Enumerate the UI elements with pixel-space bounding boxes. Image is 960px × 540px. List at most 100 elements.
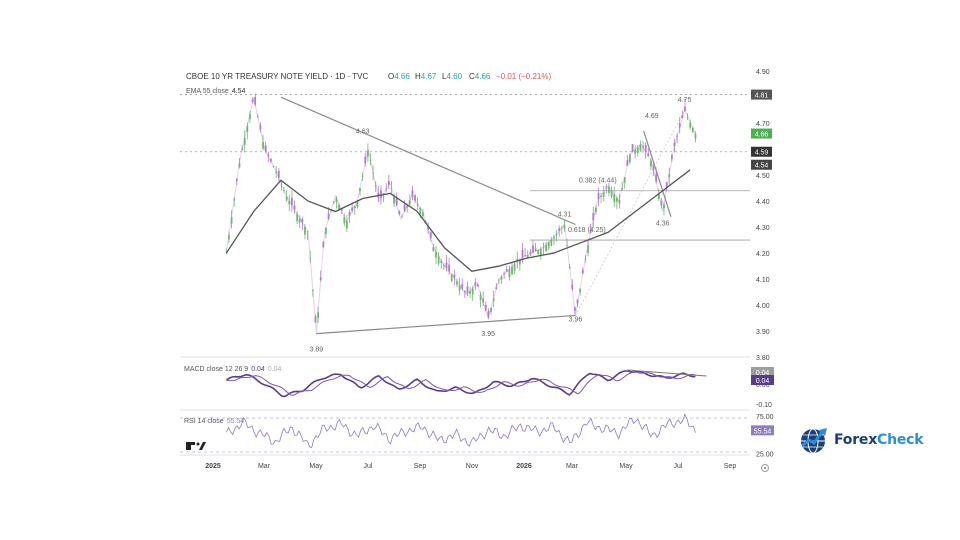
candle-body	[259, 125, 262, 130]
candle-body	[432, 247, 435, 252]
candle-body	[304, 226, 306, 235]
candle-body	[270, 158, 272, 162]
candle-body	[327, 213, 330, 219]
candle-body	[262, 142, 264, 149]
candle-body	[652, 165, 655, 170]
candle-body	[665, 182, 668, 190]
candle-body	[322, 242, 325, 248]
candle-body	[275, 171, 278, 173]
price-tick-label: 4.90	[756, 69, 770, 76]
candle-body	[560, 227, 563, 229]
candle-body	[267, 154, 270, 157]
candle-body	[511, 266, 513, 275]
candle-body	[644, 144, 647, 152]
price-tick-label: 4.40	[756, 199, 770, 206]
ema-legend-label: EMA 55 close 4.54	[186, 88, 246, 95]
candle-body	[403, 204, 406, 212]
trendline[interactable]	[316, 314, 576, 335]
price-annotation: 4.63	[356, 128, 370, 135]
price-annotations: 4.63 3.89 3.95 3.96 4.31 4.69 4.75 4.36 0.382 (4…	[310, 97, 692, 353]
candle-body	[364, 156, 367, 164]
candle-body	[398, 211, 401, 215]
ohlc-item: C4.66	[469, 72, 491, 81]
candle-body	[686, 116, 689, 118]
indicator-tag	[751, 425, 774, 436]
price-annotation: 3.96	[569, 316, 583, 323]
candle-body	[521, 249, 524, 258]
candle-body	[233, 199, 236, 201]
trendline[interactable]	[280, 96, 576, 226]
time-tick-label: Jul	[674, 463, 683, 470]
time-tick-label: May	[309, 463, 323, 470]
candle-body	[435, 251, 437, 258]
candle-body	[490, 307, 492, 312]
candle-body	[225, 253, 228, 254]
candle-body	[445, 262, 448, 269]
macd-line	[225, 370, 696, 398]
candle-body	[453, 274, 456, 278]
candle-body	[298, 218, 301, 223]
price-line	[225, 97, 696, 334]
candle-body	[524, 255, 527, 257]
candle-body	[576, 299, 579, 304]
candle-body	[249, 114, 251, 119]
candle-body	[639, 144, 642, 151]
candle-body	[335, 198, 338, 203]
candle-body	[545, 244, 547, 252]
symbol-title: CBOE 10 YR TREASURY NOTE YIELD · 1D · TV…	[186, 72, 369, 81]
forexcheck-logo: ForexCheck	[798, 424, 924, 456]
candle-body	[442, 264, 445, 266]
candle-body	[668, 174, 671, 178]
candle-body	[471, 288, 474, 295]
candle-body	[285, 196, 288, 201]
candle-body	[670, 155, 673, 160]
candle-body	[387, 180, 390, 185]
candle-body	[429, 232, 432, 239]
indicator-tag-label: 55.54	[754, 428, 772, 435]
candle-body	[422, 212, 424, 216]
macd-trendline[interactable]	[627, 369, 707, 377]
candle-body	[280, 184, 283, 185]
macd-panel	[225, 369, 707, 398]
candle-body	[650, 160, 652, 167]
price-annotation: 4.31	[558, 211, 572, 218]
candle-body	[681, 115, 684, 119]
price-tag-label: 4.59	[755, 150, 769, 157]
candle-body	[563, 224, 566, 229]
ohlc-item: L4.60	[442, 72, 463, 81]
indicator-tag	[751, 375, 774, 385]
candle-body	[618, 199, 621, 204]
trendlines[interactable]	[280, 96, 685, 335]
candle-body	[427, 225, 430, 230]
candle-body	[374, 185, 377, 187]
candle-body	[466, 286, 469, 294]
candle-body	[290, 197, 293, 206]
trendline[interactable]	[643, 130, 672, 217]
candle-body	[629, 154, 631, 163]
time-axis: 2025 Mar May Jul Sep Nov 2026 Mar May Jul Sep	[205, 463, 736, 470]
candle-body	[408, 200, 411, 205]
price-annotation: 4.69	[645, 113, 659, 120]
macd-tick-label: -0.10	[756, 402, 772, 409]
candle-body	[359, 188, 361, 192]
price-annotation: 3.95	[481, 331, 495, 338]
candle-body	[608, 186, 610, 194]
candle-body	[610, 190, 613, 197]
candle-body	[602, 191, 605, 198]
settings-gear-icon[interactable]	[761, 464, 769, 472]
candle-body	[684, 106, 686, 112]
candle-body	[584, 258, 587, 260]
time-tick-label: Mar	[258, 463, 271, 470]
candle-body	[676, 135, 679, 137]
candle-body	[594, 207, 597, 213]
candle-body	[574, 307, 576, 311]
price-tag-label: 4.54	[755, 163, 769, 170]
price-change: −0.01 (−0.21%)	[496, 72, 551, 81]
candle-body	[631, 144, 634, 152]
candle-body	[605, 186, 608, 189]
price-tick-label: 4.00	[756, 303, 770, 310]
candle-body	[380, 190, 382, 198]
price-tag	[751, 89, 772, 100]
price-tag	[751, 159, 772, 170]
